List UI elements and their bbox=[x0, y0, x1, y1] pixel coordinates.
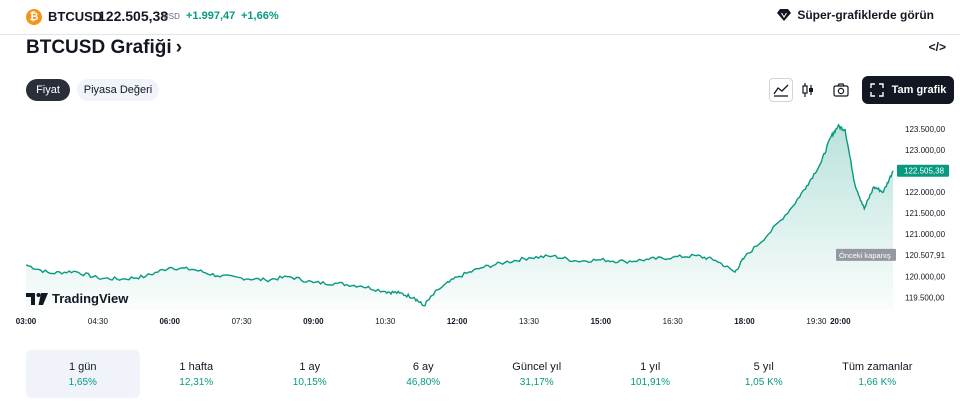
period-label: 6 ay bbox=[412, 360, 434, 373]
y-axis-tick-label: 123.000,00 bbox=[905, 146, 946, 155]
x-axis-tick-label: 09:00 bbox=[303, 317, 324, 326]
period-item[interactable]: 1 hafta 12,31% bbox=[140, 350, 254, 398]
y-axis-tick-label: 121.500,00 bbox=[905, 209, 946, 218]
candles-chart-style-button[interactable] bbox=[796, 78, 820, 102]
super-charts-label: Süper-grafiklerde görün bbox=[797, 8, 934, 22]
y-axis-tick-label: 119.500,00 bbox=[905, 293, 945, 302]
chevron-right-icon: › bbox=[175, 37, 183, 58]
area-chart-icon bbox=[773, 84, 789, 97]
tradingview-logo-icon bbox=[26, 292, 48, 305]
x-axis-tick-label: 10:30 bbox=[375, 317, 396, 326]
period-label: Tüm zamanlar bbox=[842, 360, 913, 373]
bitcoin-icon: ₿ bbox=[26, 9, 42, 25]
x-axis-tick-label: 04:30 bbox=[88, 317, 109, 326]
page-title[interactable]: BTCUSD Grafiği › bbox=[26, 37, 182, 59]
camera-icon bbox=[833, 83, 849, 97]
period-item[interactable]: 5 yıl 1,05 K% bbox=[707, 350, 821, 398]
period-item[interactable]: 1 gün 1,65% bbox=[26, 350, 140, 398]
y-axis-tick-label: 121.000,00 bbox=[905, 230, 946, 239]
period-label: 1 gün bbox=[68, 360, 97, 373]
price-change-percent: +1,66% bbox=[241, 10, 279, 22]
current-price-tag bbox=[897, 164, 949, 177]
period-item[interactable]: Tüm zamanlar 1,66 K% bbox=[821, 350, 935, 398]
snapshot-button[interactable] bbox=[829, 78, 853, 102]
period-selector: 1 gün 1,65% 1 hafta 12,31% 1 ay 10,15% 6 ay 46,… bbox=[26, 350, 934, 398]
period-item[interactable]: 1 yıl 101,91% bbox=[594, 350, 708, 398]
super-charts-link[interactable]: Süper-grafiklerde görün bbox=[777, 8, 934, 22]
prev-close-label: Önceki kapanış bbox=[839, 251, 891, 260]
period-change-value: 1,65% bbox=[68, 376, 97, 388]
tradingview-logo-text: TradingView bbox=[52, 291, 129, 306]
x-axis-tick-label: 06:00 bbox=[159, 317, 180, 326]
page-title-text: BTCUSD Grafiği bbox=[26, 37, 172, 58]
price-currency: USD bbox=[163, 12, 180, 21]
candlestick-icon bbox=[802, 83, 813, 97]
period-item[interactable]: 6 ay 46,80% bbox=[367, 350, 481, 398]
diamond-icon bbox=[777, 9, 792, 21]
symbol-name[interactable]: BTCUSD bbox=[48, 9, 103, 24]
period-change-value: 1,66 K% bbox=[858, 376, 897, 388]
x-axis-tick-label: 03:00 bbox=[16, 317, 37, 326]
x-axis-tick-label: 07:30 bbox=[232, 317, 253, 326]
current-price-label: 122.505,38 bbox=[904, 167, 945, 176]
prev-close-value: 120.507,91 bbox=[905, 251, 946, 260]
price-line bbox=[25, 123, 894, 307]
y-axis-tick-label: 123.500,00 bbox=[905, 125, 946, 134]
period-label: Güncel yıl bbox=[512, 360, 562, 373]
period-change-value: 31,17% bbox=[519, 376, 554, 388]
tab-price[interactable]: Fiyat bbox=[26, 79, 70, 101]
period-change-value: 10,15% bbox=[292, 376, 327, 388]
period-change-value: 46,80% bbox=[406, 376, 441, 388]
full-chart-button[interactable]: Tam grafik bbox=[862, 76, 954, 104]
x-axis-tick-label: 13:30 bbox=[519, 317, 540, 326]
price-chart[interactable]: 123.500,00 123.000,00 122.000,00 121.500,00… bbox=[0, 110, 960, 335]
period-item[interactable]: 1 ay 10,15% bbox=[253, 350, 367, 398]
x-axis-tick-label: 15:00 bbox=[591, 317, 612, 326]
last-price: 122.505,38 bbox=[98, 8, 169, 24]
period-label: 1 yıl bbox=[640, 360, 661, 373]
period-label: 1 ay bbox=[299, 360, 321, 373]
embed-code-icon[interactable]: </> bbox=[928, 40, 946, 54]
y-axis-tick-label: 122.000,00 bbox=[905, 188, 946, 197]
area-chart-style-button[interactable] bbox=[769, 78, 793, 102]
tab-market-cap[interactable]: Piyasa Değeri bbox=[77, 79, 159, 101]
period-item[interactable]: Güncel yıl 31,17% bbox=[480, 350, 594, 398]
fullscreen-icon bbox=[869, 83, 884, 97]
price-change: +1.997,47 bbox=[186, 10, 236, 22]
period-label: 1 hafta bbox=[179, 360, 214, 373]
prev-close-value-bg bbox=[898, 248, 948, 261]
symbol-header: ₿ BTCUSD 122.505,38 USD +1.997,47 +1,66%… bbox=[0, 0, 960, 34]
x-axis-tick-label: 18:00 bbox=[734, 317, 755, 326]
period-change-value: 101,91% bbox=[630, 376, 670, 388]
tradingview-logo[interactable]: TradingView bbox=[26, 291, 128, 306]
x-axis-tick-label: 16:30 bbox=[663, 317, 684, 326]
x-axis-tick-label: 20:00 bbox=[830, 317, 851, 326]
header-divider bbox=[0, 34, 960, 35]
period-change-value: 12,31% bbox=[179, 376, 214, 388]
y-axis-tick-label: 120.000,00 bbox=[905, 272, 946, 281]
full-chart-label: Tam grafik bbox=[891, 84, 947, 96]
period-change-value: 1,05 K% bbox=[744, 376, 783, 388]
period-label: 5 yıl bbox=[753, 360, 774, 373]
x-axis-tick-label: 12:00 bbox=[447, 317, 468, 326]
x-axis-tick-label: 19:30 bbox=[806, 317, 827, 326]
price-area-fill bbox=[26, 124, 893, 311]
prev-close-tag bbox=[836, 248, 896, 261]
